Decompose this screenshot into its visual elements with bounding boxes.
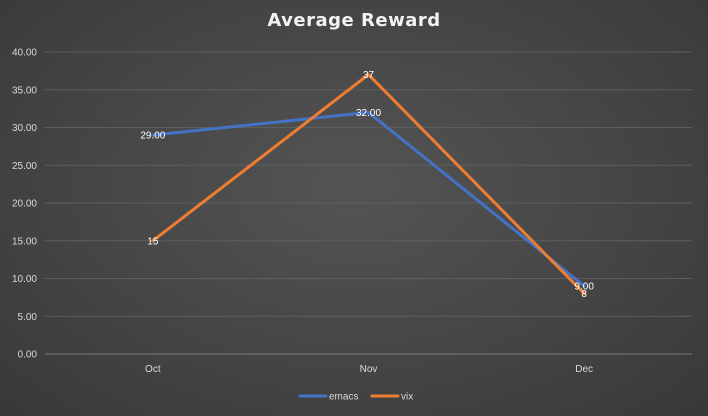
data-label: 9.00 xyxy=(574,282,594,293)
y-tick-label: 30.00 xyxy=(12,123,37,134)
data-label: 32.00 xyxy=(356,108,381,119)
data-label: 29.00 xyxy=(140,131,165,142)
y-tick-label: 15.00 xyxy=(12,236,37,247)
y-tick-label: 40.00 xyxy=(12,48,37,59)
y-tick-label: 25.00 xyxy=(12,161,37,172)
legend-label: emacs xyxy=(329,392,358,403)
chart-title: Average Reward xyxy=(267,10,441,31)
y-tick-label: 35.00 xyxy=(12,85,37,96)
x-tick-label: Nov xyxy=(360,364,378,375)
data-label: 37 xyxy=(363,70,375,81)
y-tick-label: 5.00 xyxy=(18,312,38,323)
x-tick-label: Oct xyxy=(145,364,161,375)
series-line-emacs xyxy=(151,110,586,288)
data-label: 15 xyxy=(147,236,159,247)
y-tick-label: 20.00 xyxy=(12,199,37,210)
y-tick-label: 0.00 xyxy=(18,350,38,361)
y-tick-label: 10.00 xyxy=(12,274,37,285)
legend-label: vix xyxy=(401,392,413,403)
x-tick-label: Dec xyxy=(575,364,593,375)
data-label: 8 xyxy=(581,289,587,300)
series-line-vix xyxy=(151,73,586,296)
